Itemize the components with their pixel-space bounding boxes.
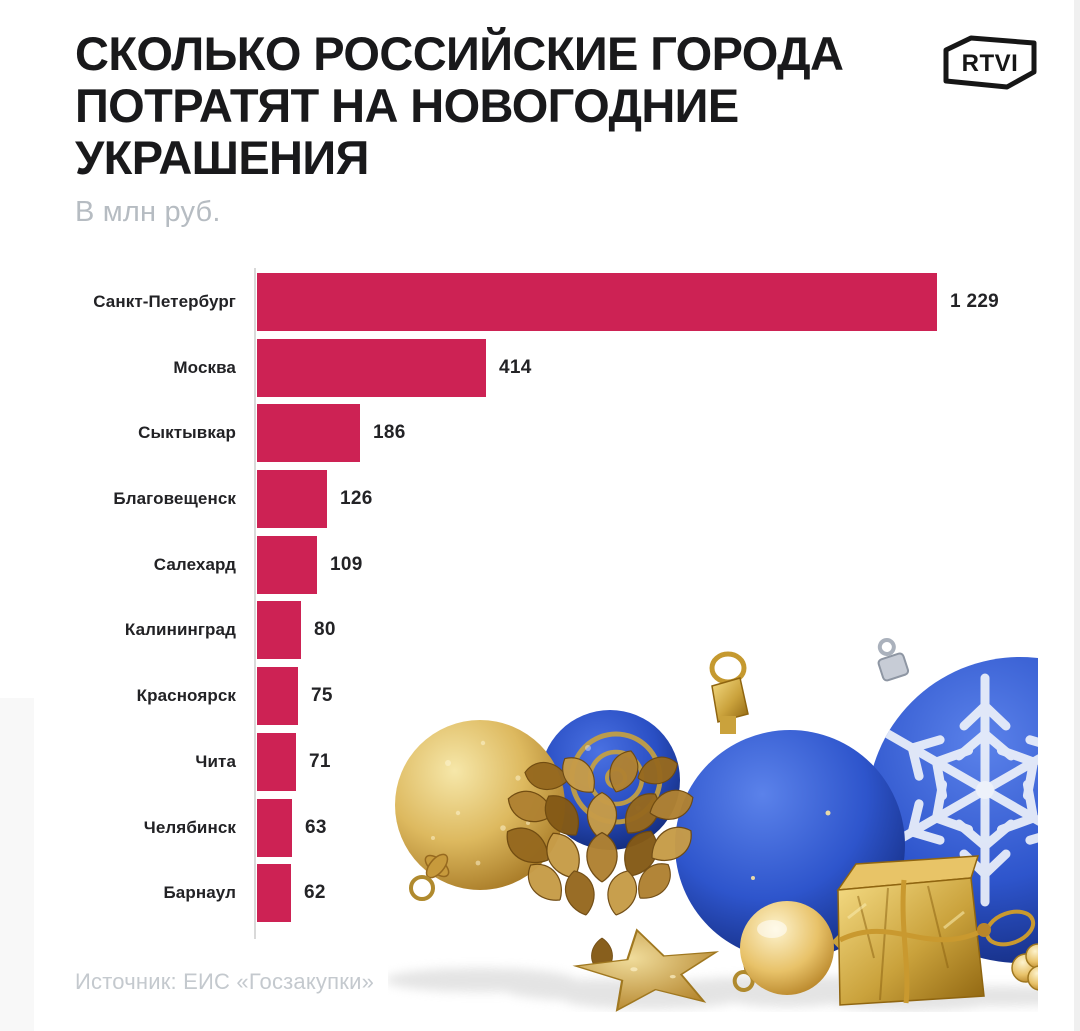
bar-label: Красноярск (136, 686, 236, 706)
title-line-1: СКОЛЬКО РОССИЙСКИЕ ГОРОДА (75, 27, 844, 80)
hanger-cap (711, 677, 749, 723)
chart-unit-label: В млн руб. (75, 196, 221, 228)
bar-row: Калининград 80 (0, 601, 1080, 660)
page-title: СКОЛЬКО РОССИЙСКИЕ ГОРОДА ПОТРАТЯТ НА НО… (75, 28, 905, 184)
page-gutter-left (0, 698, 34, 1031)
bar-row: Чита 71 (0, 732, 1080, 791)
bar (257, 667, 298, 726)
bar (257, 470, 327, 529)
gold-ball-cap (409, 853, 450, 901)
bar (257, 535, 317, 594)
bar-row: Москва 414 (0, 338, 1080, 397)
gold-charm (1011, 943, 1038, 991)
bar-row: Сыктывкар 186 (0, 404, 1080, 463)
bar-chart: Санкт-Петербург 1 229 Москва 414 Сыктывкар 18… (0, 273, 1080, 930)
bar (257, 732, 296, 791)
title-line-3: УКРАШЕНИЯ (75, 131, 369, 184)
ornaments-image (388, 637, 1038, 1012)
page-gutter-right (1074, 0, 1080, 1031)
bar-label: Благовещенск (113, 489, 236, 509)
bar-value: 414 (499, 356, 532, 378)
bar-value: 71 (309, 750, 331, 772)
rtvi-logo-text: RTVI (962, 50, 1019, 77)
bar-label: Москва (173, 357, 236, 377)
rtvi-logo: RTVI (943, 35, 1037, 90)
bar-value: 1 229 (950, 291, 1000, 312)
silver-cap (877, 637, 910, 682)
chart-axis-line (254, 268, 256, 939)
bar-value: 80 (314, 619, 336, 641)
bar (257, 864, 291, 923)
bar-row: Челябинск 63 (0, 798, 1080, 857)
bar-label: Сыктывкар (138, 423, 236, 443)
bar-label: Салехард (153, 554, 236, 574)
bar (257, 404, 360, 463)
bar-row: Салехард 109 (0, 535, 1080, 594)
bar-value: 126 (340, 488, 373, 510)
bar-value: 186 (373, 422, 406, 444)
bar-value: 109 (330, 553, 363, 575)
small-gold-ball (740, 901, 834, 995)
bar (257, 601, 301, 660)
bar-label: Барнаул (163, 883, 236, 903)
bar-value: 62 (304, 882, 326, 904)
bar-row: Санкт-Петербург 1 229 (0, 273, 1080, 331)
gold-star (572, 928, 720, 1012)
gold-gift-box (836, 855, 1036, 1006)
bar-label: Калининград (124, 620, 236, 640)
bar-row: Барнаул 62 (0, 864, 1080, 923)
bar (257, 273, 937, 331)
bar-label: Челябинск (143, 817, 236, 837)
rtvi-logo-frame (943, 35, 1037, 90)
bar-label: Санкт-Петербург (93, 292, 236, 311)
source-caption: Источник: ЕИС «Госзакупки» (75, 969, 374, 994)
bar (257, 338, 486, 397)
bar-value: 75 (311, 685, 333, 707)
bar (257, 798, 292, 857)
title-line-2: ПОТРАТЯТ НА НОВОГОДНИЕ (75, 79, 739, 132)
bar-row: Красноярск 75 (0, 667, 1080, 726)
bar-value: 63 (305, 816, 327, 838)
bar-label: Чита (195, 751, 236, 771)
bar-row: Благовещенск 126 (0, 470, 1080, 529)
